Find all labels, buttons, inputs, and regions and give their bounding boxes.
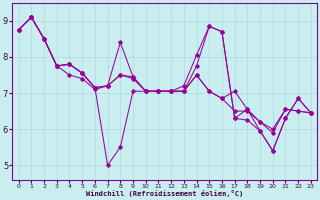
X-axis label: Windchill (Refroidissement éolien,°C): Windchill (Refroidissement éolien,°C) (86, 190, 244, 197)
